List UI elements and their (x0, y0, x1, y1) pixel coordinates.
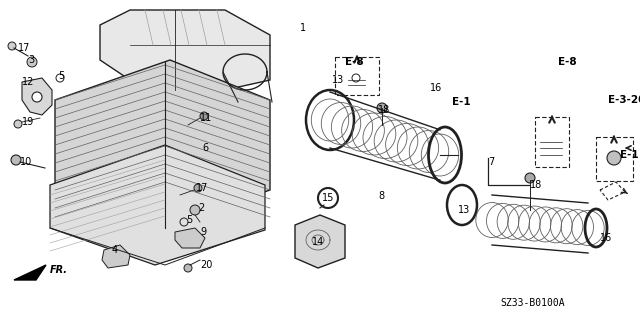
Text: 17: 17 (196, 183, 209, 193)
Circle shape (184, 264, 192, 272)
Text: 16: 16 (600, 233, 612, 243)
Circle shape (190, 205, 200, 215)
Text: 17: 17 (18, 43, 30, 53)
Text: 10: 10 (20, 157, 32, 167)
Text: 13: 13 (458, 205, 470, 215)
Text: E-8: E-8 (558, 57, 577, 67)
Circle shape (11, 155, 21, 165)
Text: E-1: E-1 (452, 97, 470, 107)
Text: 11: 11 (200, 113, 212, 123)
Circle shape (200, 112, 208, 120)
Circle shape (14, 120, 22, 128)
Text: 5: 5 (58, 71, 64, 81)
Circle shape (607, 151, 621, 165)
Text: 3: 3 (28, 55, 34, 65)
Polygon shape (14, 265, 46, 280)
Text: E-3-20: E-3-20 (608, 95, 640, 105)
Circle shape (377, 103, 387, 113)
Text: 1: 1 (300, 23, 306, 33)
Text: 15: 15 (322, 193, 334, 203)
Text: 18: 18 (530, 180, 542, 190)
Circle shape (525, 173, 535, 183)
Circle shape (194, 184, 202, 192)
Text: 6: 6 (202, 143, 208, 153)
Polygon shape (102, 245, 130, 268)
Polygon shape (295, 215, 345, 268)
Polygon shape (22, 78, 52, 115)
Text: 19: 19 (22, 117, 35, 127)
Text: 7: 7 (488, 157, 494, 167)
Circle shape (32, 92, 42, 102)
Text: E-1: E-1 (620, 150, 639, 160)
Polygon shape (55, 60, 270, 230)
Text: 20: 20 (200, 260, 212, 270)
Text: 14: 14 (312, 237, 324, 247)
Text: E-8: E-8 (345, 57, 364, 67)
Text: 13: 13 (332, 75, 344, 85)
Polygon shape (175, 228, 205, 248)
Text: 4: 4 (112, 245, 118, 255)
Polygon shape (100, 10, 270, 90)
Text: 18: 18 (378, 105, 390, 115)
Text: 2: 2 (198, 203, 204, 213)
Text: 5: 5 (186, 215, 192, 225)
Text: 12: 12 (22, 77, 35, 87)
Text: 8: 8 (378, 191, 384, 201)
Circle shape (27, 57, 37, 67)
Text: 16: 16 (430, 83, 442, 93)
Text: FR.: FR. (50, 265, 68, 275)
Polygon shape (50, 145, 265, 265)
Circle shape (8, 42, 16, 50)
Text: 9: 9 (200, 227, 206, 237)
Text: SZ33-B0100A: SZ33-B0100A (500, 298, 564, 308)
